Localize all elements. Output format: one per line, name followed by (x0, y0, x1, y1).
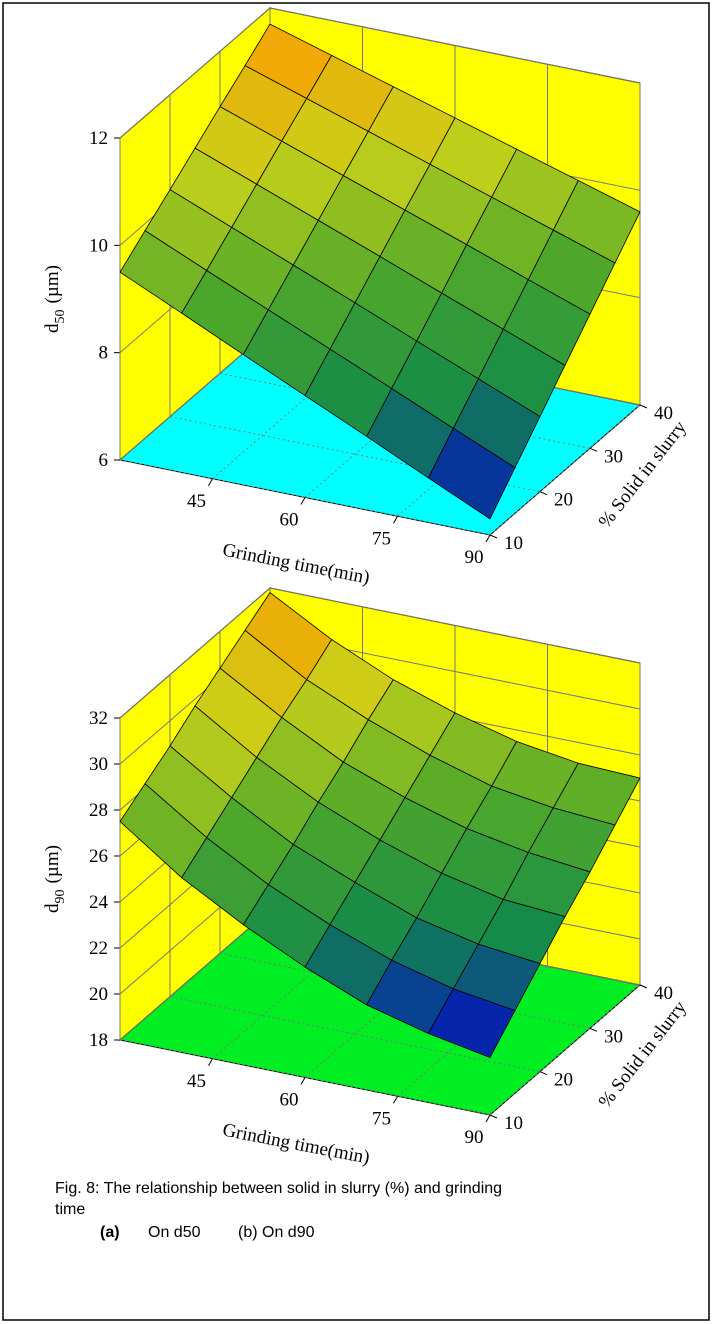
x-tick-label: 75 (372, 1108, 391, 1129)
y-tick-label: 30 (604, 1026, 623, 1047)
z-axis-title-part: (µm) (42, 265, 63, 303)
x-tick (208, 1058, 213, 1066)
caption-line: time (55, 1201, 85, 1218)
z-axis-title-part: d (42, 323, 63, 333)
y-axis-title: % Solid in slurry (595, 997, 691, 1112)
y-tick-label: 20 (554, 490, 573, 511)
x-tick-label: 90 (465, 547, 484, 568)
y-tick (639, 984, 648, 989)
z-tick-label: 28 (89, 800, 108, 821)
grid-line (119, 909, 271, 1041)
x-tick-label: 90 (465, 1127, 484, 1148)
z-tick-label: 6 (99, 450, 109, 471)
z-tick-label: 18 (89, 1030, 108, 1051)
x-tick (300, 497, 306, 505)
grid-line (489, 404, 641, 536)
z-tick-label: 24 (89, 892, 109, 913)
y-tick-label: 40 (654, 403, 673, 424)
y-axis-title: % Solid in slurry (595, 417, 691, 532)
y-tick-label: 30 (604, 446, 623, 467)
y-tick (589, 1027, 598, 1032)
z-tick-label: 8 (99, 343, 109, 364)
caption-part: On d50 (148, 1224, 201, 1241)
y-tick-label: 40 (654, 983, 673, 1004)
z-axis-title-sub: 90 (53, 889, 68, 903)
x-tick-label: 60 (280, 510, 299, 531)
z-axis-title: d90 (µm) (42, 845, 68, 913)
caption-line: Fig. 8: The relationship between solid i… (55, 1180, 502, 1197)
y-tick (489, 534, 498, 539)
z-tick-label: 30 (89, 754, 108, 775)
z-axis-title-part: d (42, 903, 63, 913)
z-tick-label: 10 (89, 235, 108, 256)
y-tick (539, 491, 548, 496)
x-tick (485, 534, 491, 543)
z-tick-label: 26 (89, 846, 108, 867)
x-tick (300, 1077, 306, 1085)
z-axis-title-part: (µm) (42, 845, 63, 883)
z-tick-label: 22 (89, 938, 108, 959)
surface-cell (427, 988, 516, 1059)
surface-plot: 18 20 22 24 26 28 30 32 45 60 75 90 10 20 30 40 Grinding… (42, 586, 691, 1169)
x-tick-label: 45 (187, 491, 206, 512)
x-tick (485, 1114, 491, 1123)
caption-part: (a) (100, 1224, 120, 1241)
z-tick-label: 12 (89, 128, 108, 149)
x-tick (393, 516, 398, 524)
caption-part: (b) On d90 (238, 1224, 315, 1241)
plots: 6 8 10 12 45 60 75 90 10 20 30 40 Grinding time(min)… (42, 6, 691, 1169)
x-tick (208, 478, 213, 486)
grid-line (489, 984, 641, 1116)
surface-cell (427, 427, 516, 520)
x-tick-label: 45 (187, 1071, 206, 1092)
x-tick-label: 75 (372, 528, 391, 549)
grid-line (119, 7, 271, 139)
surface-plot: 6 8 10 12 45 60 75 90 10 20 30 40 Grinding time(min)… (42, 6, 691, 589)
grid-line (119, 587, 271, 719)
y-tick-label: 10 (504, 1113, 523, 1134)
x-axis-title: Grinding time(min) (221, 1120, 372, 1169)
y-tick (489, 1114, 498, 1119)
x-axis-title: Grinding time(min) (221, 540, 372, 589)
y-tick (639, 404, 648, 409)
y-tick (539, 1071, 548, 1076)
z-tick-label: 32 (89, 708, 108, 729)
z-tick-label: 20 (89, 984, 108, 1005)
x-tick (393, 1096, 398, 1104)
z-axis-title: d50 (µm) (42, 265, 68, 333)
y-tick-label: 20 (554, 1070, 573, 1091)
y-tick (589, 447, 598, 452)
x-tick-label: 60 (280, 1090, 299, 1111)
y-tick-label: 10 (504, 533, 523, 554)
z-axis-title-sub: 50 (53, 309, 68, 323)
